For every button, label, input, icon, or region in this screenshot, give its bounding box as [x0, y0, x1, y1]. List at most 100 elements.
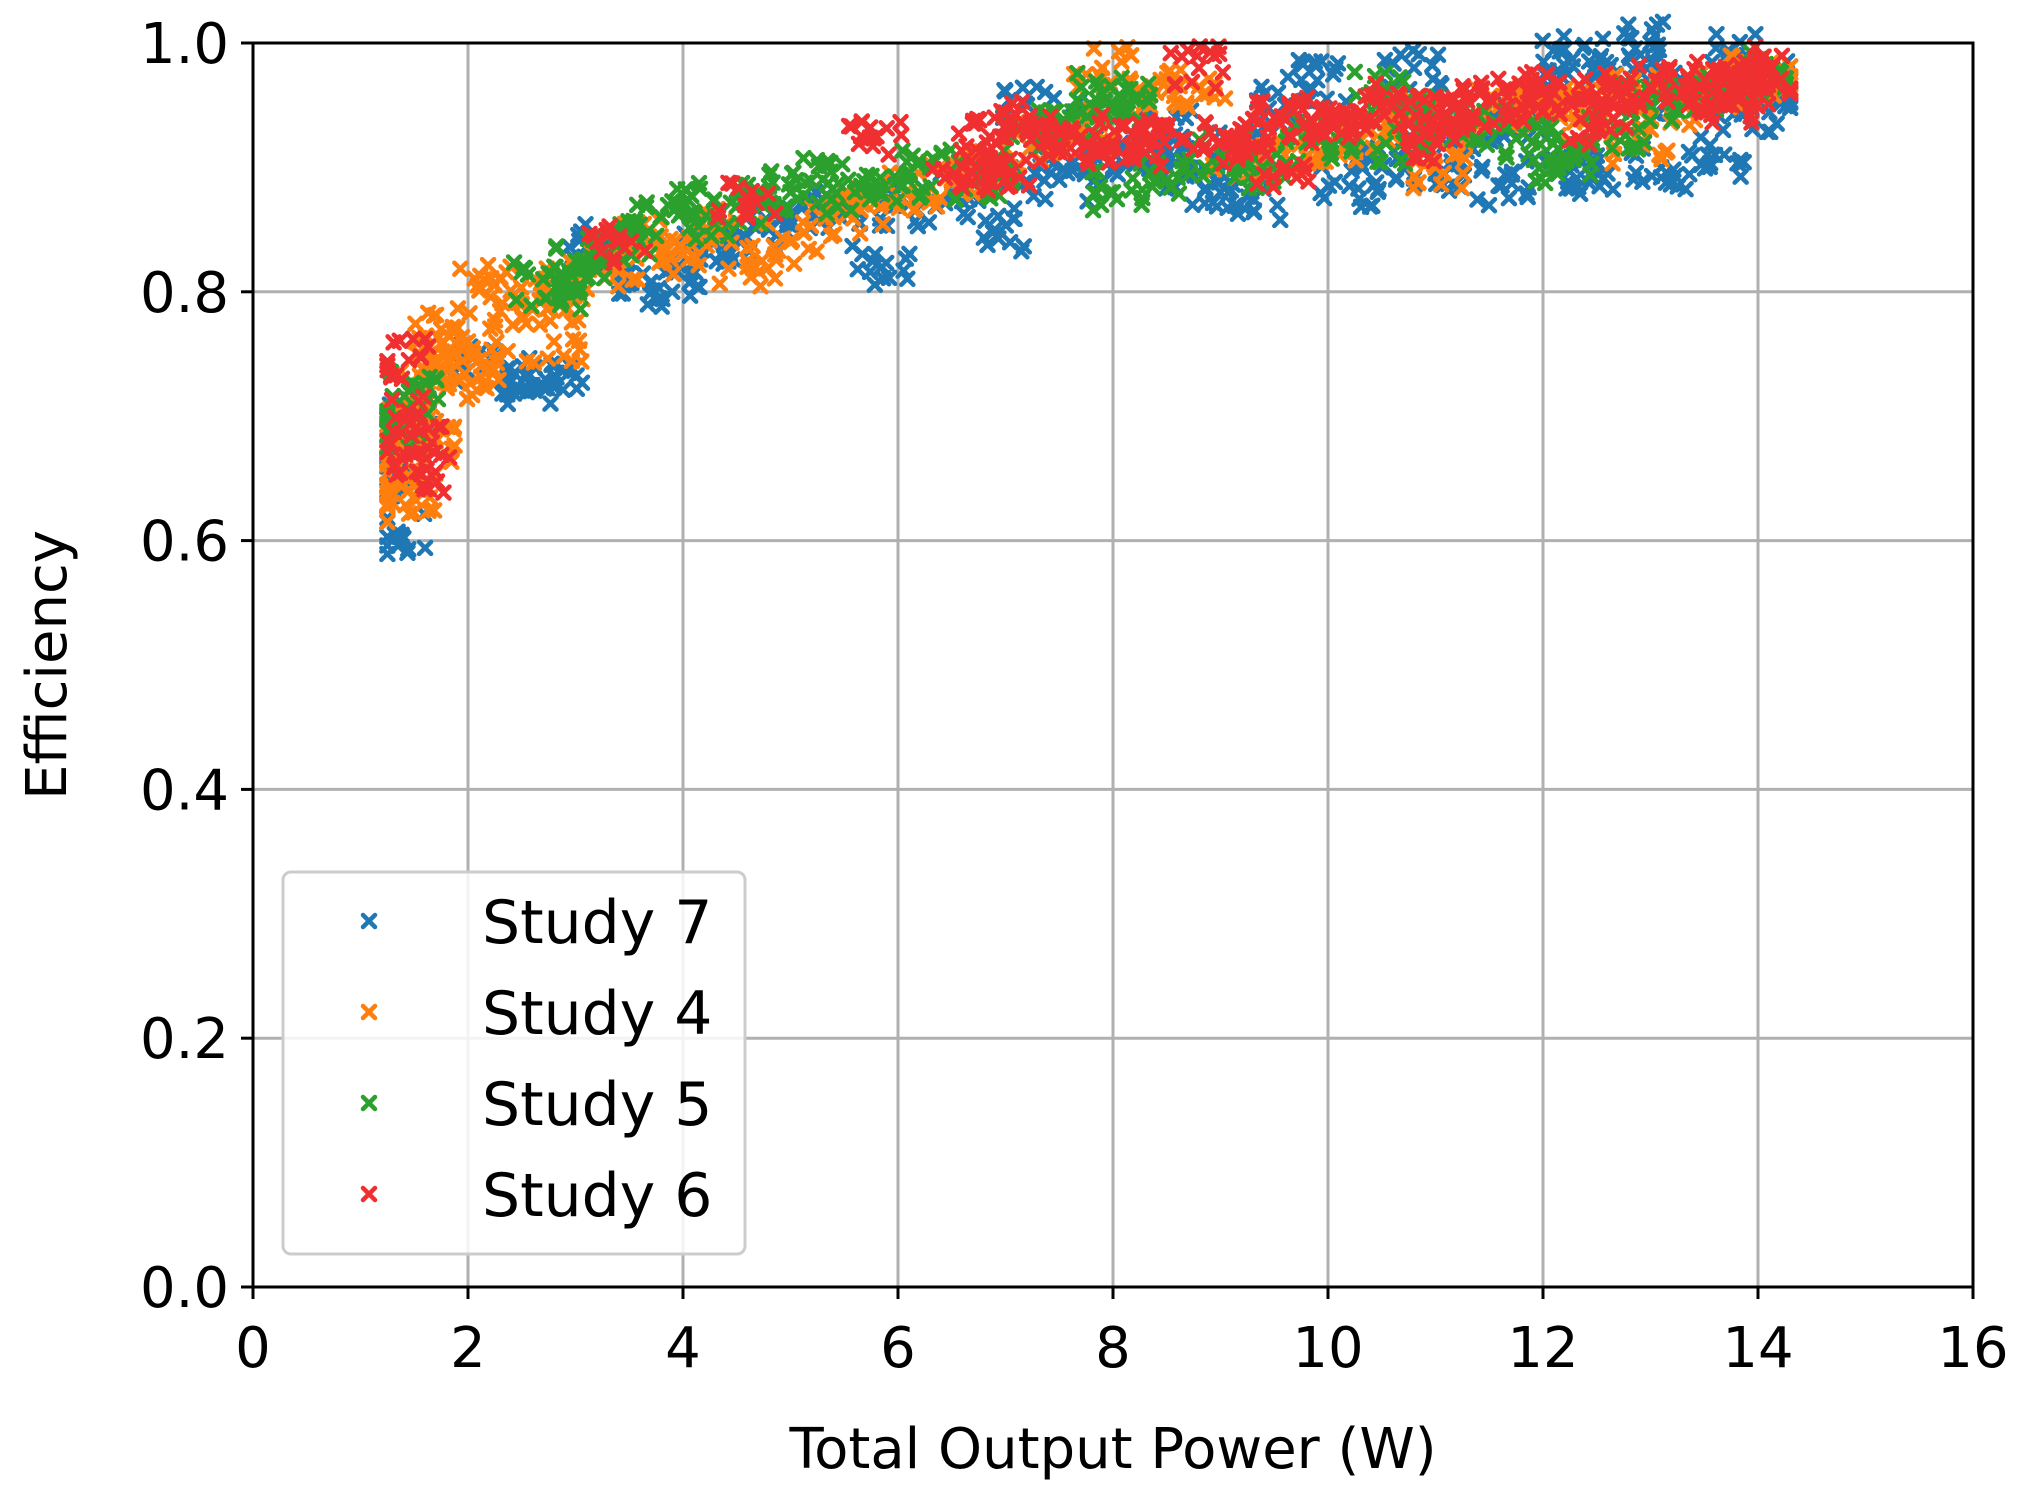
data-point — [1409, 88, 1426, 105]
data-point — [1594, 92, 1611, 110]
data-point — [980, 166, 998, 184]
data-point — [1027, 165, 1044, 183]
data-point — [1197, 159, 1214, 176]
data-point — [984, 223, 1002, 241]
data-point — [441, 360, 459, 378]
data-point — [1122, 47, 1140, 64]
data-point — [1197, 115, 1214, 132]
data-point — [1174, 152, 1191, 170]
data-point — [994, 103, 1011, 121]
data-point — [647, 227, 665, 245]
data-point — [616, 239, 633, 257]
data-point — [1409, 150, 1427, 167]
data-point — [766, 270, 784, 287]
data-point — [1089, 78, 1106, 96]
data-point — [1014, 79, 1032, 96]
data-point — [1666, 167, 1684, 185]
data-point — [753, 252, 771, 269]
data-point — [1133, 196, 1150, 214]
x-tick-label: 8 — [1095, 1316, 1131, 1381]
data-point — [636, 242, 654, 260]
data-point — [703, 227, 720, 245]
data-point — [563, 314, 581, 331]
data-point — [1045, 90, 1063, 107]
data-point — [519, 382, 536, 400]
data-point — [1166, 94, 1183, 112]
data-point — [1485, 115, 1503, 132]
data-point — [1214, 64, 1232, 81]
data-point — [582, 249, 599, 267]
data-point — [1226, 169, 1244, 187]
data-point — [1660, 61, 1678, 79]
y-tick-label: 0.2 — [140, 1007, 229, 1072]
data-point — [434, 333, 451, 351]
data-point — [1265, 178, 1282, 196]
data-point — [1585, 123, 1602, 141]
x-tick-label: 4 — [665, 1316, 701, 1381]
data-point — [539, 350, 557, 367]
data-point — [379, 443, 396, 461]
data-point — [420, 420, 437, 438]
data-point — [548, 238, 565, 255]
data-point — [400, 505, 418, 522]
x-tick-label: 6 — [880, 1316, 916, 1381]
data-point — [1272, 211, 1289, 229]
data-point — [1297, 162, 1314, 179]
data-point — [1441, 121, 1459, 139]
data-point — [486, 311, 504, 329]
data-point — [1365, 177, 1382, 194]
data-point — [523, 297, 540, 315]
data-point — [871, 182, 888, 199]
data-point — [611, 228, 628, 245]
data-point — [968, 159, 985, 176]
data-point — [1196, 182, 1214, 199]
data-point — [540, 265, 557, 282]
data-point — [400, 541, 417, 558]
data-point — [420, 502, 437, 520]
data-point — [1439, 91, 1457, 108]
data-point — [719, 227, 737, 245]
data-point — [501, 359, 519, 376]
data-point — [1283, 129, 1300, 146]
data-point — [888, 192, 905, 210]
data-point — [1602, 121, 1619, 139]
data-point — [1544, 42, 1562, 59]
data-point — [1531, 135, 1549, 153]
data-point — [1103, 152, 1120, 169]
data-point — [894, 142, 911, 159]
data-point — [605, 254, 623, 271]
data-point — [444, 318, 462, 336]
data-point — [711, 275, 729, 293]
data-point — [624, 271, 641, 289]
data-point — [551, 296, 569, 314]
data-point — [1113, 53, 1130, 70]
data-point — [1680, 96, 1697, 114]
data-point — [934, 160, 952, 178]
data-point — [1037, 190, 1054, 208]
y-tick-label: 0.0 — [140, 1256, 229, 1321]
data-point — [1306, 53, 1324, 70]
data-point — [570, 332, 588, 350]
data-point — [483, 341, 500, 358]
data-point — [680, 191, 697, 209]
data-point — [763, 163, 780, 180]
data-point — [404, 330, 422, 348]
data-point — [1209, 134, 1226, 152]
data-point — [1629, 141, 1647, 158]
data-point — [391, 332, 409, 349]
data-point — [1095, 93, 1113, 110]
data-point — [1590, 100, 1607, 118]
data-point — [1113, 69, 1130, 87]
legend-item: Study 4 — [360, 979, 712, 1049]
data-point — [1236, 141, 1253, 159]
x-axis-title: Total Output Power (W) — [788, 1417, 1436, 1482]
data-point — [1130, 115, 1148, 132]
x-tick-label: 0 — [235, 1316, 271, 1381]
data-point — [391, 464, 409, 482]
data-point — [379, 528, 396, 546]
legend-label: Study 6 — [482, 1161, 712, 1231]
data-point — [852, 225, 869, 242]
data-point — [722, 194, 740, 211]
data-point — [1455, 82, 1472, 99]
